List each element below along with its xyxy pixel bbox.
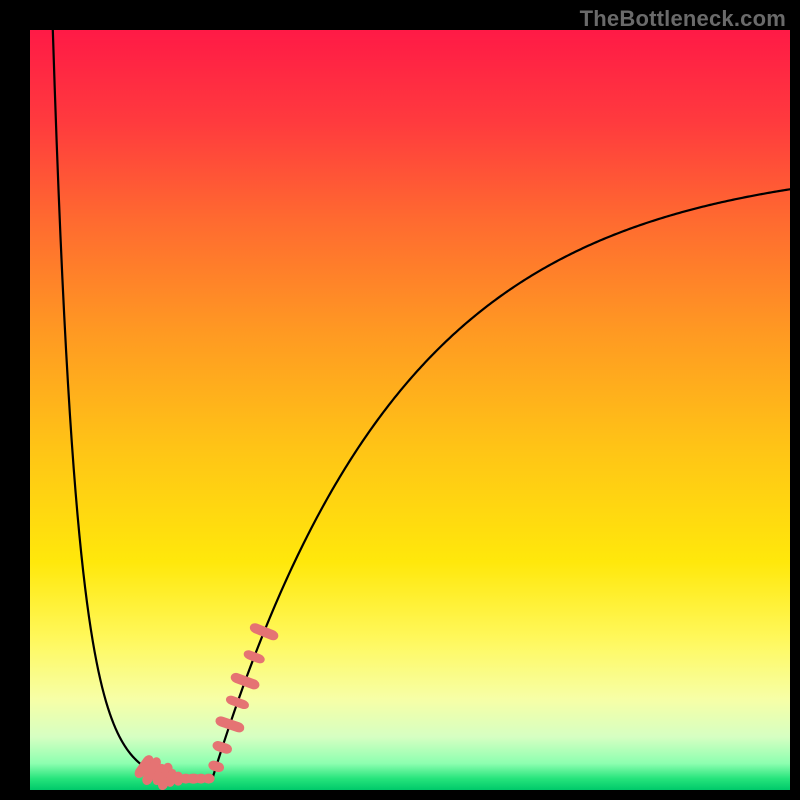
watermark-text: TheBottleneck.com	[580, 6, 786, 32]
plot-area	[30, 30, 790, 790]
curve-marker	[203, 774, 215, 784]
gradient-background	[30, 30, 790, 790]
plot-svg	[30, 30, 790, 790]
